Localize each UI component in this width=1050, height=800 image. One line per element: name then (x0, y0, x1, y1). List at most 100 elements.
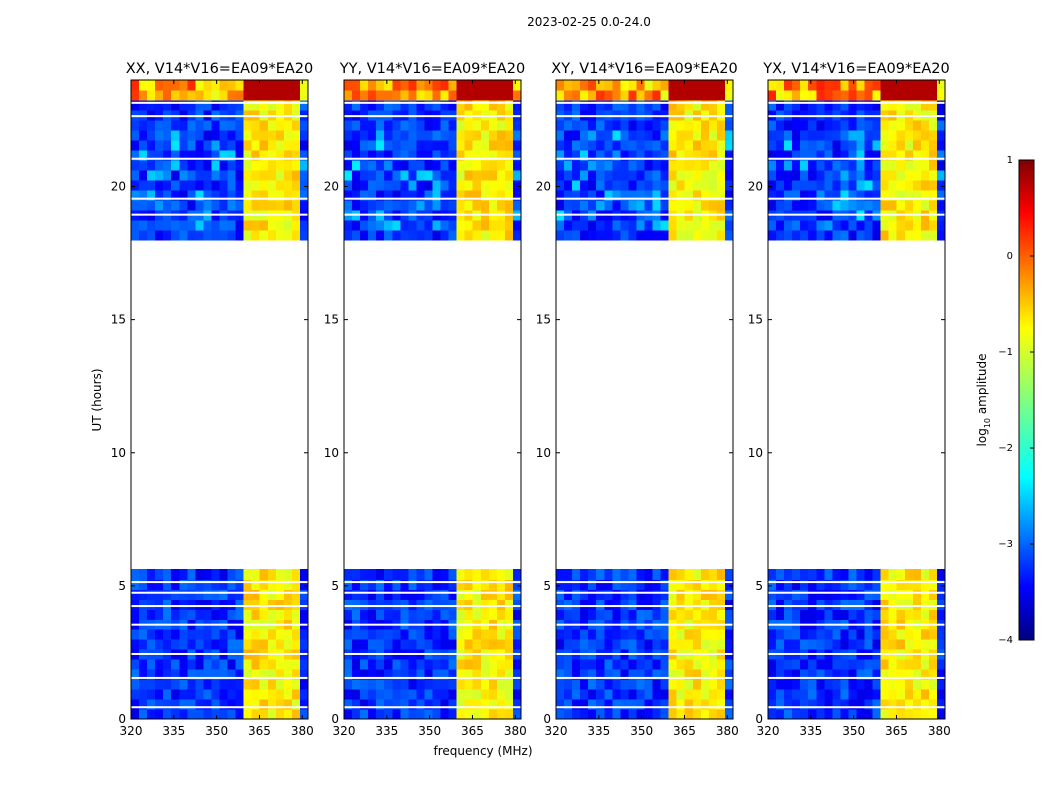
heatmap-cell (808, 99, 817, 111)
flagged-row (768, 101, 945, 104)
heatmap-cell (227, 199, 237, 211)
heatmap-cell (668, 199, 678, 211)
heatmap-cell (440, 699, 450, 710)
heatmap-cell (131, 219, 140, 231)
heatmap-cell (448, 679, 458, 690)
heatmap-cell (488, 639, 498, 650)
heatmap-cell (660, 159, 670, 171)
heatmap-cell (139, 629, 148, 640)
heatmap-cell (139, 80, 148, 91)
heatmap-cell (652, 159, 662, 171)
heatmap-cell (936, 139, 946, 151)
heatmap-cell (360, 229, 369, 241)
heatmap-cell (384, 129, 393, 141)
heatmap-cell (856, 679, 866, 690)
heatmap-cell (604, 679, 613, 690)
heatmap-cell (155, 139, 164, 151)
heatmap-cell (432, 569, 442, 580)
heatmap-cell (848, 589, 858, 600)
heatmap-cell (488, 579, 498, 590)
heatmap-cell (800, 679, 809, 690)
heatmap-cell (480, 159, 490, 171)
heatmap-cell (195, 80, 205, 91)
heatmap-cell (472, 219, 482, 231)
heatmap-cell (800, 659, 809, 670)
heatmap-cell (352, 629, 361, 640)
heatmap-cell (147, 589, 156, 600)
heatmap-cell (131, 669, 140, 680)
heatmap-cell (368, 119, 377, 131)
heatmap-cell (784, 219, 793, 231)
heatmap-cell (792, 579, 801, 590)
heatmap-cell (776, 149, 785, 161)
heatmap-cell (628, 709, 638, 720)
heatmap-cell (556, 189, 565, 201)
heatmap-cell (235, 639, 245, 650)
heatmap-cell (784, 129, 793, 141)
heatmap-cell (776, 689, 785, 700)
heatmap-cell (636, 169, 646, 181)
heatmap-cell (800, 119, 809, 131)
heatmap-cell (448, 179, 458, 191)
flagged-row (344, 213, 521, 216)
heatmap-cell (888, 80, 898, 91)
heatmap-cell (708, 639, 718, 650)
heatmap-cell (235, 709, 245, 720)
heatmap-cell (700, 629, 710, 640)
heatmap-cell (155, 189, 164, 201)
heatmap-cell (768, 219, 777, 231)
heatmap-cell (147, 689, 156, 700)
heatmap-cell (155, 689, 164, 700)
heatmap-cell (596, 179, 605, 191)
heatmap-cell (556, 709, 565, 720)
heatmap-cell (904, 169, 914, 181)
heatmap-cell (708, 189, 718, 201)
heatmap-cell (368, 159, 377, 171)
heatmap-cell (564, 609, 573, 620)
heatmap-cell (692, 639, 702, 650)
heatmap-cell (472, 99, 482, 111)
heatmap-cell (432, 139, 442, 151)
heatmap-cell (504, 229, 514, 241)
heatmap-cell (904, 579, 914, 590)
heatmap-cell (936, 579, 946, 590)
heatmap-cell (147, 179, 156, 191)
heatmap-cell (163, 129, 172, 141)
heatmap-cell (243, 229, 253, 241)
heatmap-cell (163, 159, 172, 171)
colorbar-tick-label: 0 (1007, 251, 1013, 262)
heatmap-cell (267, 119, 277, 131)
heatmap-cell (139, 229, 148, 241)
heatmap-cell (824, 569, 833, 580)
heatmap-cell (676, 639, 686, 650)
heatmap-cell (155, 199, 164, 211)
heatmap-cell (928, 169, 938, 181)
heatmap-cell (880, 579, 890, 590)
heatmap-cell (504, 129, 514, 141)
heatmap-cell (768, 99, 777, 111)
heatmap-cell (856, 99, 866, 111)
heatmap-cell (920, 699, 930, 710)
heatmap-cell (620, 229, 630, 241)
heatmap-cell (888, 679, 898, 690)
heatmap-cell (808, 229, 817, 241)
heatmap-cell (604, 169, 613, 181)
heatmap-cell (203, 589, 213, 600)
heatmap-cell (171, 639, 180, 650)
heatmap-cell (692, 169, 702, 181)
heatmap-cell (708, 629, 718, 640)
heatmap-cell (512, 199, 522, 211)
heatmap-cell (187, 179, 196, 191)
y-tick-label: 20 (536, 180, 551, 194)
heatmap-cell (480, 80, 490, 91)
heatmap-cell (131, 149, 140, 161)
heatmap-cell (344, 179, 353, 191)
heatmap-cell (620, 80, 630, 91)
heatmap-cell (832, 179, 842, 191)
heatmap-cell (660, 149, 670, 161)
heatmap-cell (131, 689, 140, 700)
heatmap-cell (800, 709, 809, 720)
heatmap-cell (832, 679, 842, 690)
y-tick-label: 15 (111, 313, 126, 327)
heatmap-cell (267, 589, 277, 600)
